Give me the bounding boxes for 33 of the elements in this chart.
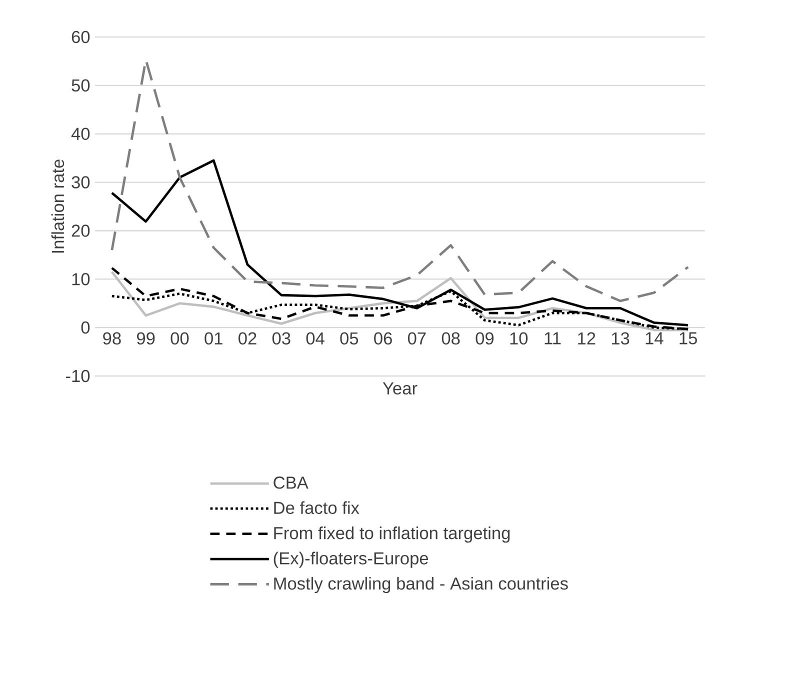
x-tick-label: 09 [476, 332, 494, 345]
legend-label: CBA [274, 476, 308, 489]
x-tick-label: 03 [272, 332, 290, 345]
y-tick-label: 0 [81, 321, 90, 334]
legend-label: De facto fix [274, 501, 360, 514]
x-tick-label: 13 [612, 332, 630, 345]
x-tick-label: 11 [544, 332, 561, 344]
y-tick-label: 50 [72, 79, 90, 92]
x-axis-title: Year [382, 382, 418, 395]
x-tick-label: 00 [170, 332, 189, 345]
x-tick-label: 15 [680, 332, 697, 344]
y-axis-title: Inflation rate [51, 160, 64, 253]
x-tick-label: 99 [137, 332, 155, 345]
x-tick-label: 98 [103, 332, 121, 345]
y-tick-label: 60 [72, 30, 90, 44]
x-tick-label: 12 [578, 332, 596, 344]
x-tick-label: 07 [408, 332, 426, 345]
x-tick-label: 05 [340, 332, 358, 345]
x-tick-label: 14 [646, 332, 664, 344]
x-tick-label: 06 [374, 332, 392, 345]
y-tick-label: 40 [71, 128, 90, 140]
legend-label: From fixed to inflation targeting [274, 526, 510, 543]
y-tick-label: 10 [72, 273, 90, 286]
y-tick-label: 30 [72, 176, 90, 188]
legend-label: (Ex)-floaters-Europe [274, 552, 428, 568]
x-tick-label: 10 [510, 332, 528, 345]
x-tick-label: 02 [238, 332, 256, 345]
x-tick-label: 04 [306, 332, 324, 345]
x-tick-label: 08 [442, 332, 460, 345]
y-tick-label: 20 [72, 224, 90, 237]
legend-label: Mostly crawling band - Asian countries [274, 576, 568, 594]
x-tick-label: 01 [204, 332, 222, 345]
y-tick-label: -10 [66, 370, 90, 382]
